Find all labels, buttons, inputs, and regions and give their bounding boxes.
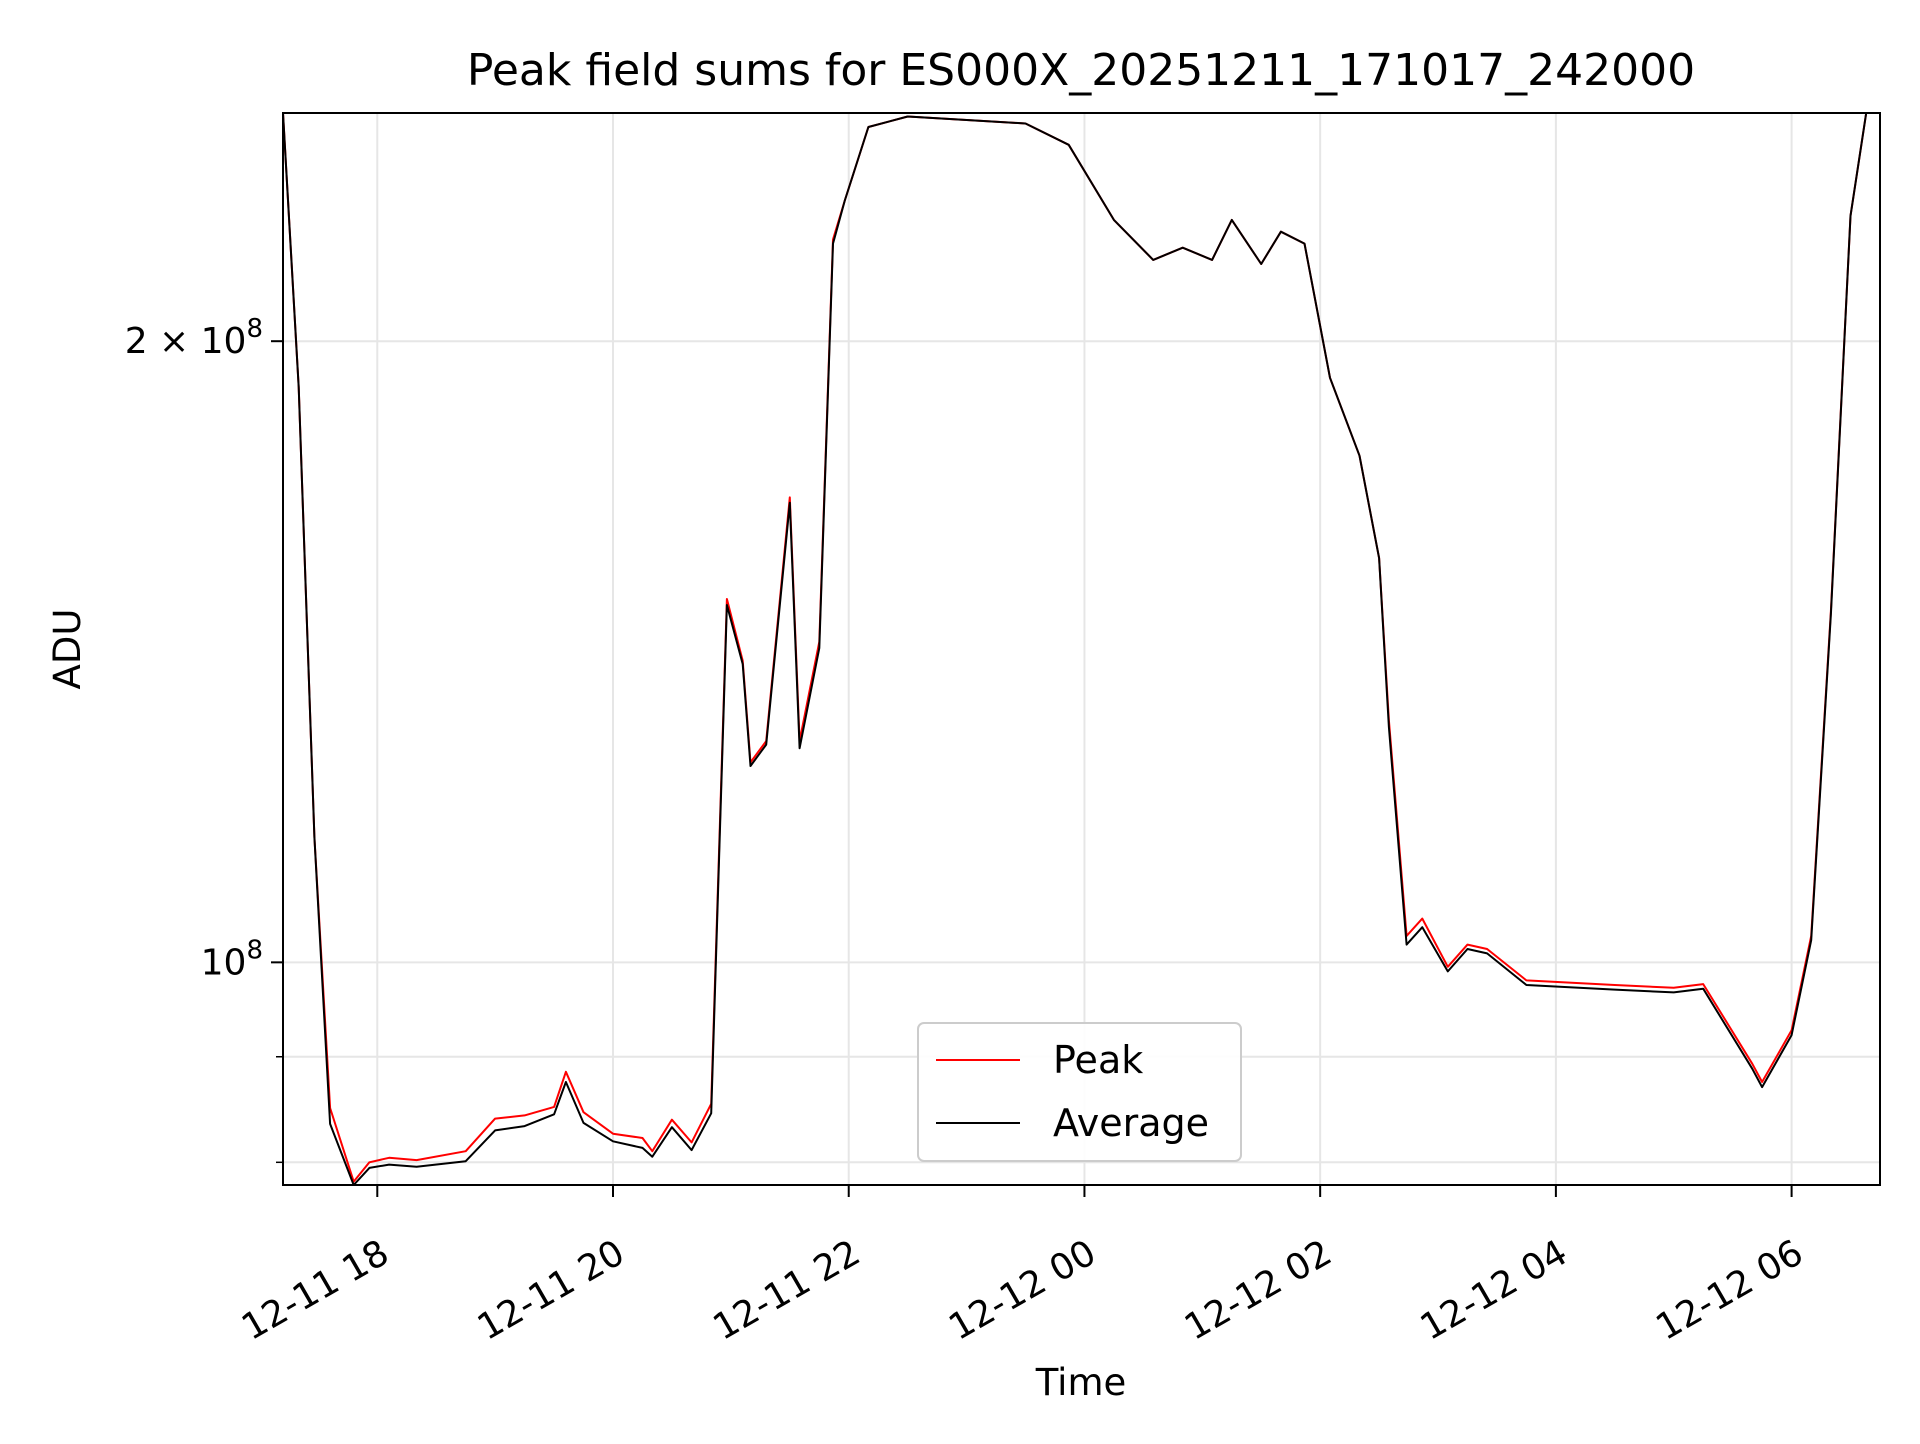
series-layer — [282, 112, 1868, 1186]
y-axis-label: ADU — [46, 609, 89, 690]
legend: Peak Average — [917, 1022, 1242, 1162]
series-line-average — [282, 112, 1868, 1186]
legend-label-average: Average — [1053, 1101, 1209, 1145]
legend-label-peak: Peak — [1053, 1038, 1143, 1082]
legend-box — [917, 1022, 1242, 1162]
x-axis-label: Time — [1035, 1361, 1127, 1404]
chart-title: Peak field sums for ES000X_20251211_1710… — [467, 45, 1695, 96]
y-tick-label: 2 × 108 — [125, 314, 263, 362]
plot-frame — [282, 112, 1881, 1186]
